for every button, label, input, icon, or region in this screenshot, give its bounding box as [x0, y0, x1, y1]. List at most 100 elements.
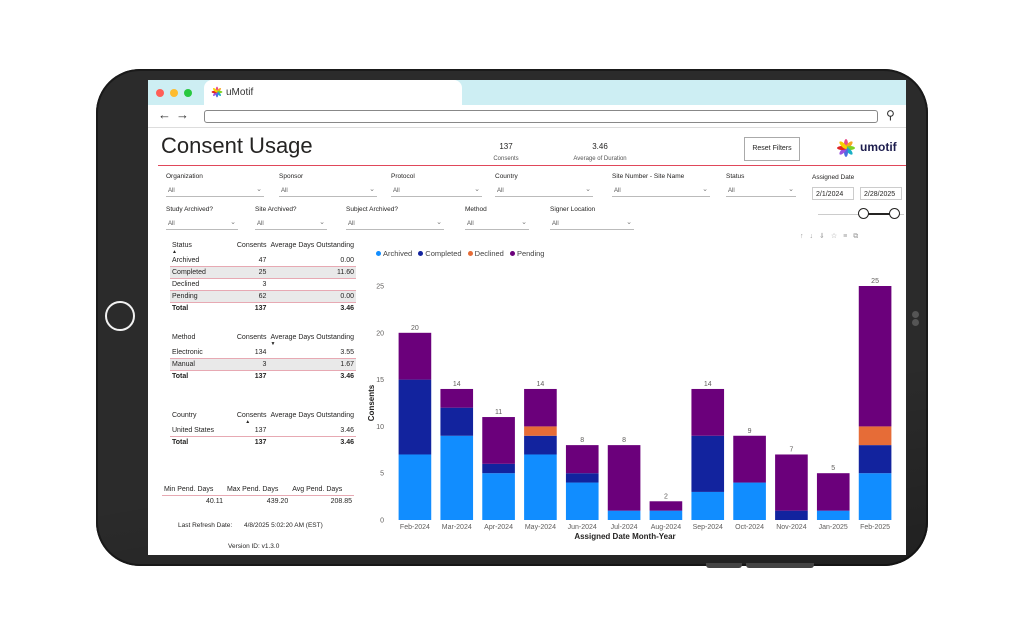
method-table: Method Consents Average Days Outstanding…	[170, 334, 356, 382]
bar-segment	[691, 388, 725, 436]
y-tick-label: 5	[380, 471, 384, 478]
table-row: Declined 3	[170, 278, 356, 291]
y-tick-label: 0	[380, 518, 384, 525]
address-bar[interactable]	[204, 110, 878, 123]
chevron-down-icon: ⌄	[702, 186, 708, 193]
consents-header[interactable]: Consents ▲	[227, 412, 269, 425]
back-arrow-icon[interactable]: ←	[158, 107, 171, 122]
kpi-consents-label: Consents	[493, 156, 519, 162]
browser-titlebar: uMotif	[148, 80, 906, 105]
chart-legend[interactable]: Archived Completed Declined Pending	[372, 249, 544, 258]
status-table: Status ▲ Consents Average Days Outstandin…	[170, 242, 356, 314]
bar-segment	[440, 435, 474, 520]
filter-study-archived-dropdown[interactable]: All ⌄	[166, 218, 238, 230]
bar-total-label: 8	[622, 437, 626, 444]
visual-header-icons[interactable]: ↑↓⇓☆≡⧉	[800, 233, 865, 240]
filter-signer-location-label: Signer Location	[550, 206, 596, 213]
kpi-duration-label: Average of Duration	[573, 156, 627, 162]
legend-completed[interactable]: Completed	[425, 249, 462, 258]
bar-segment	[649, 501, 683, 511]
max-pend-days-header[interactable]: Max Pend. Days	[226, 486, 279, 493]
date-range-selection	[864, 213, 896, 215]
filter-country-dropdown[interactable]: All ⌄	[495, 185, 593, 197]
filter-site-archived-dropdown[interactable]: All ⌄	[255, 218, 327, 230]
method-header[interactable]: Method	[172, 334, 196, 341]
chevron-down-icon: ⌄	[788, 186, 794, 193]
consents-header[interactable]: Consents	[236, 334, 267, 341]
bar-total-label: 20	[411, 325, 419, 332]
y-tick-label: 15	[376, 377, 384, 384]
umotif-flower-icon	[211, 86, 223, 98]
filter-organization-dropdown[interactable]: All ⌄	[166, 185, 264, 197]
avg-days-header[interactable]: Average Days Outstanding ▼	[270, 334, 354, 347]
legend-pending[interactable]: Pending	[516, 249, 545, 258]
browser-tab[interactable]	[204, 80, 462, 105]
filter-site-dropdown[interactable]: All ⌄	[612, 185, 710, 197]
x-tick-label: Sep-2024	[693, 524, 723, 531]
bar-segment	[691, 435, 725, 492]
forward-arrow-icon[interactable]: →	[176, 107, 189, 122]
x-tick-label: Jul-2024	[611, 524, 638, 531]
page-title: Consent Usage	[161, 133, 313, 158]
search-icon[interactable]: ⚲	[886, 108, 895, 122]
bar-total-label: 25	[871, 278, 879, 285]
filter-protocol-dropdown[interactable]: All ⌄	[391, 185, 482, 197]
filter-signer-location-dropdown[interactable]: All ⌄	[550, 218, 634, 230]
consents-header[interactable]: Consents	[236, 242, 267, 249]
minimize-window-button[interactable]	[170, 89, 178, 97]
umotif-logo-icon	[837, 139, 855, 157]
x-axis-title: Assigned Date Month-Year	[574, 532, 675, 541]
date-range-start-handle[interactable]	[858, 208, 869, 219]
filter-subject-archived-dropdown[interactable]: All ⌄	[346, 218, 444, 230]
bar-segment	[524, 435, 557, 455]
x-tick-label: Feb-2024	[400, 524, 430, 531]
bar-segment	[565, 473, 599, 483]
x-tick-label: Jun-2024	[568, 524, 597, 531]
bar-segment	[775, 454, 808, 511]
avg-days-header[interactable]: Average Days Outstanding	[270, 242, 354, 249]
legend-archived[interactable]: Archived	[383, 249, 413, 258]
bar-total-label: 14	[704, 381, 712, 388]
bar-segment	[565, 482, 599, 520]
y-tick-label: 10	[376, 424, 384, 431]
min-pend-days-header[interactable]: Min Pend. Days	[164, 486, 214, 493]
chevron-down-icon: ⌄	[369, 186, 375, 193]
avg-days-header[interactable]: Average Days Outstanding	[270, 412, 354, 419]
bar-total-label: 14	[537, 381, 545, 388]
chevron-down-icon: ⌄	[474, 186, 480, 193]
assigned-date-start-input[interactable]: 2/1/2024	[812, 187, 854, 200]
filter-method-dropdown[interactable]: All ⌄	[465, 218, 529, 230]
table-total-row: Total 137 3.46	[170, 436, 356, 448]
bar-segment	[482, 473, 515, 520]
legend-declined[interactable]: Declined	[474, 249, 504, 258]
table-row: Electronic 134 3.55	[170, 347, 356, 359]
filter-site-archived-label: Site Archived?	[255, 206, 297, 213]
country-header[interactable]: Country	[172, 412, 197, 419]
y-axis-title: Consents	[367, 384, 376, 421]
browser-tab-title: uMotif	[226, 87, 254, 98]
country-table: Country Consents ▲ Average Days Outstandi…	[170, 412, 356, 448]
table-row: Completed 25 11.60	[170, 266, 356, 279]
y-tick-label: 25	[376, 284, 384, 291]
bar-segment	[398, 332, 432, 380]
x-tick-label: Aug-2024	[651, 524, 681, 531]
bar-segment	[816, 510, 850, 520]
filter-status-dropdown[interactable]: All ⌄	[726, 185, 796, 197]
assigned-date-end-input[interactable]: 2/28/2025	[860, 187, 902, 200]
chevron-down-icon: ⌄	[230, 219, 236, 226]
bar-segment	[524, 454, 557, 520]
bar-segment	[482, 463, 515, 474]
bar-total-label: 5	[831, 465, 835, 472]
reset-filters-button[interactable]: Reset Filters	[744, 137, 800, 161]
x-tick-label: Feb-2025	[860, 524, 890, 531]
status-header[interactable]: Status ▲	[170, 242, 222, 255]
filter-study-archived-label: Study Archived?	[166, 206, 213, 213]
date-range-end-handle[interactable]	[889, 208, 900, 219]
avg-pend-days-header[interactable]: Avg Pend. Days	[292, 486, 343, 493]
tablet-power-button	[746, 563, 814, 568]
bar-total-label: 8	[580, 437, 584, 444]
y-tick-label: 20	[376, 330, 384, 337]
filter-sponsor-dropdown[interactable]: All ⌄	[279, 185, 377, 197]
close-window-button[interactable]	[156, 89, 164, 97]
maximize-window-button[interactable]	[184, 89, 192, 97]
